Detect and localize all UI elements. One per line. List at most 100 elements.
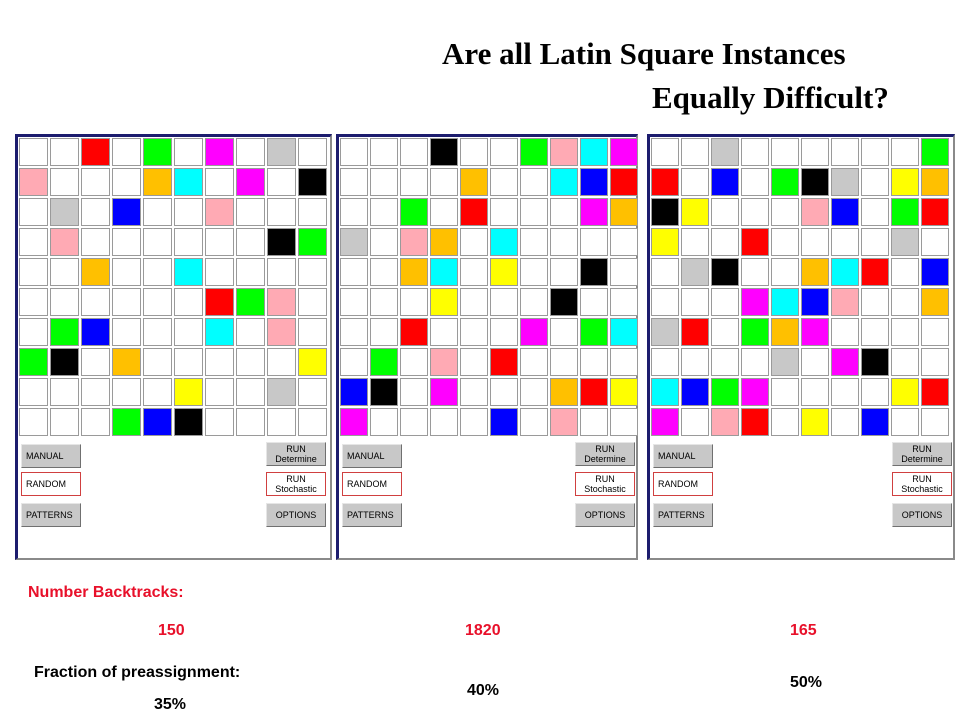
grid-cell[interactable] xyxy=(400,138,428,166)
grid-cell[interactable] xyxy=(580,258,608,286)
grid-cell[interactable] xyxy=(112,288,141,316)
grid-cell[interactable] xyxy=(174,258,203,286)
grid-cell[interactable] xyxy=(400,348,428,376)
grid-cell[interactable] xyxy=(460,198,488,226)
grid-cell[interactable] xyxy=(205,408,234,436)
grid-cell[interactable] xyxy=(174,198,203,226)
grid-cell[interactable] xyxy=(112,408,141,436)
grid-cell[interactable] xyxy=(370,138,398,166)
grid-cell[interactable] xyxy=(236,168,265,196)
grid-cell[interactable] xyxy=(490,198,518,226)
grid-cell[interactable] xyxy=(400,258,428,286)
grid-cell[interactable] xyxy=(771,228,799,256)
grid-cell[interactable] xyxy=(112,228,141,256)
grid-cell[interactable] xyxy=(711,198,739,226)
grid-cell[interactable] xyxy=(550,318,578,346)
manual-button[interactable]: MANUAL xyxy=(21,444,81,468)
grid-cell[interactable] xyxy=(681,198,709,226)
grid-cell[interactable] xyxy=(81,258,110,286)
grid-cell[interactable] xyxy=(550,168,578,196)
grid-cell[interactable] xyxy=(50,408,79,436)
grid-cell[interactable] xyxy=(520,138,548,166)
grid-cell[interactable] xyxy=(520,168,548,196)
grid-cell[interactable] xyxy=(520,348,548,376)
grid-cell[interactable] xyxy=(112,138,141,166)
grid-cell[interactable] xyxy=(711,318,739,346)
grid-cell[interactable] xyxy=(861,258,889,286)
grid-cell[interactable] xyxy=(861,348,889,376)
grid-cell[interactable] xyxy=(19,138,48,166)
grid-cell[interactable] xyxy=(19,348,48,376)
grid-cell[interactable] xyxy=(430,168,458,196)
grid-cell[interactable] xyxy=(430,408,458,436)
grid-cell[interactable] xyxy=(174,408,203,436)
grid-cell[interactable] xyxy=(298,198,327,226)
grid-cell[interactable] xyxy=(460,318,488,346)
grid-cell[interactable] xyxy=(143,138,172,166)
grid-cell[interactable] xyxy=(831,348,859,376)
grid-cell[interactable] xyxy=(267,228,296,256)
grid-cell[interactable] xyxy=(891,288,919,316)
grid-cell[interactable] xyxy=(681,378,709,406)
grid-cell[interactable] xyxy=(831,288,859,316)
grid-cell[interactable] xyxy=(711,228,739,256)
grid-cell[interactable] xyxy=(741,408,769,436)
grid-cell[interactable] xyxy=(651,348,679,376)
grid-cell[interactable] xyxy=(490,168,518,196)
grid-cell[interactable] xyxy=(801,348,829,376)
grid-cell[interactable] xyxy=(610,318,638,346)
grid-cell[interactable] xyxy=(174,288,203,316)
grid-cell[interactable] xyxy=(490,228,518,256)
grid-cell[interactable] xyxy=(651,168,679,196)
grid-cell[interactable] xyxy=(681,408,709,436)
grid-cell[interactable] xyxy=(610,408,638,436)
grid-cell[interactable] xyxy=(430,228,458,256)
grid-cell[interactable] xyxy=(490,408,518,436)
grid-cell[interactable] xyxy=(580,228,608,256)
grid-cell[interactable] xyxy=(298,258,327,286)
grid-cell[interactable] xyxy=(370,318,398,346)
options-button[interactable]: OPTIONS xyxy=(266,503,326,527)
grid-cell[interactable] xyxy=(610,168,638,196)
grid-cell[interactable] xyxy=(771,378,799,406)
grid-cell[interactable] xyxy=(520,288,548,316)
grid-cell[interactable] xyxy=(267,378,296,406)
grid-cell[interactable] xyxy=(580,138,608,166)
grid-cell[interactable] xyxy=(50,198,79,226)
grid-cell[interactable] xyxy=(50,228,79,256)
grid-cell[interactable] xyxy=(236,408,265,436)
grid-cell[interactable] xyxy=(298,318,327,346)
grid-cell[interactable] xyxy=(340,378,368,406)
grid-cell[interactable] xyxy=(771,168,799,196)
grid-cell[interactable] xyxy=(550,408,578,436)
patterns-button[interactable]: PATTERNS xyxy=(342,503,402,527)
grid-cell[interactable] xyxy=(143,168,172,196)
grid-cell[interactable] xyxy=(651,198,679,226)
grid-cell[interactable] xyxy=(205,348,234,376)
grid-cell[interactable] xyxy=(771,318,799,346)
grid-cell[interactable] xyxy=(921,348,949,376)
grid-cell[interactable] xyxy=(861,378,889,406)
grid-cell[interactable] xyxy=(711,408,739,436)
grid-cell[interactable] xyxy=(520,258,548,286)
grid-cell[interactable] xyxy=(205,198,234,226)
grid-cell[interactable] xyxy=(400,318,428,346)
grid-cell[interactable] xyxy=(174,228,203,256)
grid-cell[interactable] xyxy=(891,258,919,286)
grid-cell[interactable] xyxy=(370,378,398,406)
options-button[interactable]: OPTIONS xyxy=(892,503,952,527)
grid-cell[interactable] xyxy=(651,288,679,316)
grid-cell[interactable] xyxy=(921,138,949,166)
grid-cell[interactable] xyxy=(19,378,48,406)
grid-cell[interactable] xyxy=(861,228,889,256)
grid-cell[interactable] xyxy=(81,228,110,256)
grid-cell[interactable] xyxy=(520,198,548,226)
run-stochastic-button[interactable]: RUN Stochastic xyxy=(892,472,952,496)
grid-cell[interactable] xyxy=(891,318,919,346)
grid-cell[interactable] xyxy=(651,258,679,286)
grid-cell[interactable] xyxy=(174,348,203,376)
grid-cell[interactable] xyxy=(19,258,48,286)
grid-cell[interactable] xyxy=(430,138,458,166)
grid-cell[interactable] xyxy=(520,228,548,256)
grid-cell[interactable] xyxy=(205,258,234,286)
